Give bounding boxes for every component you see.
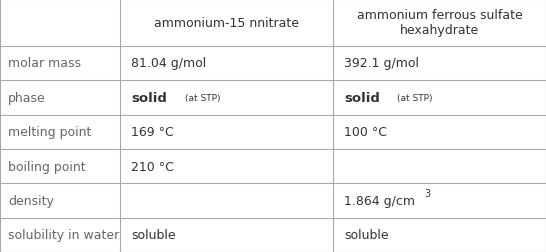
- Text: melting point: melting point: [8, 126, 92, 139]
- Text: soluble: soluble: [344, 228, 389, 241]
- Text: ammonium ferrous sulfate
hexahydrate: ammonium ferrous sulfate hexahydrate: [357, 9, 523, 37]
- Text: 169 °C: 169 °C: [131, 126, 174, 139]
- Text: (at STP): (at STP): [185, 93, 220, 103]
- Text: 81.04 g/mol: 81.04 g/mol: [131, 57, 206, 70]
- Text: 392.1 g/mol: 392.1 g/mol: [344, 57, 419, 70]
- Text: molar mass: molar mass: [8, 57, 81, 70]
- Text: 1.864 g/cm: 1.864 g/cm: [344, 194, 415, 207]
- Text: phase: phase: [8, 91, 46, 104]
- Text: solid: solid: [344, 91, 380, 104]
- Text: boiling point: boiling point: [8, 160, 86, 173]
- Text: ammonium-15 nnitrate: ammonium-15 nnitrate: [154, 17, 299, 30]
- Text: 210 °C: 210 °C: [131, 160, 174, 173]
- Text: 3: 3: [425, 188, 431, 199]
- Text: solid: solid: [131, 91, 167, 104]
- Text: 100 °C: 100 °C: [344, 126, 387, 139]
- Text: density: density: [8, 194, 54, 207]
- Text: (at STP): (at STP): [397, 93, 433, 103]
- Text: soluble: soluble: [131, 228, 176, 241]
- Text: solubility in water: solubility in water: [8, 228, 120, 241]
